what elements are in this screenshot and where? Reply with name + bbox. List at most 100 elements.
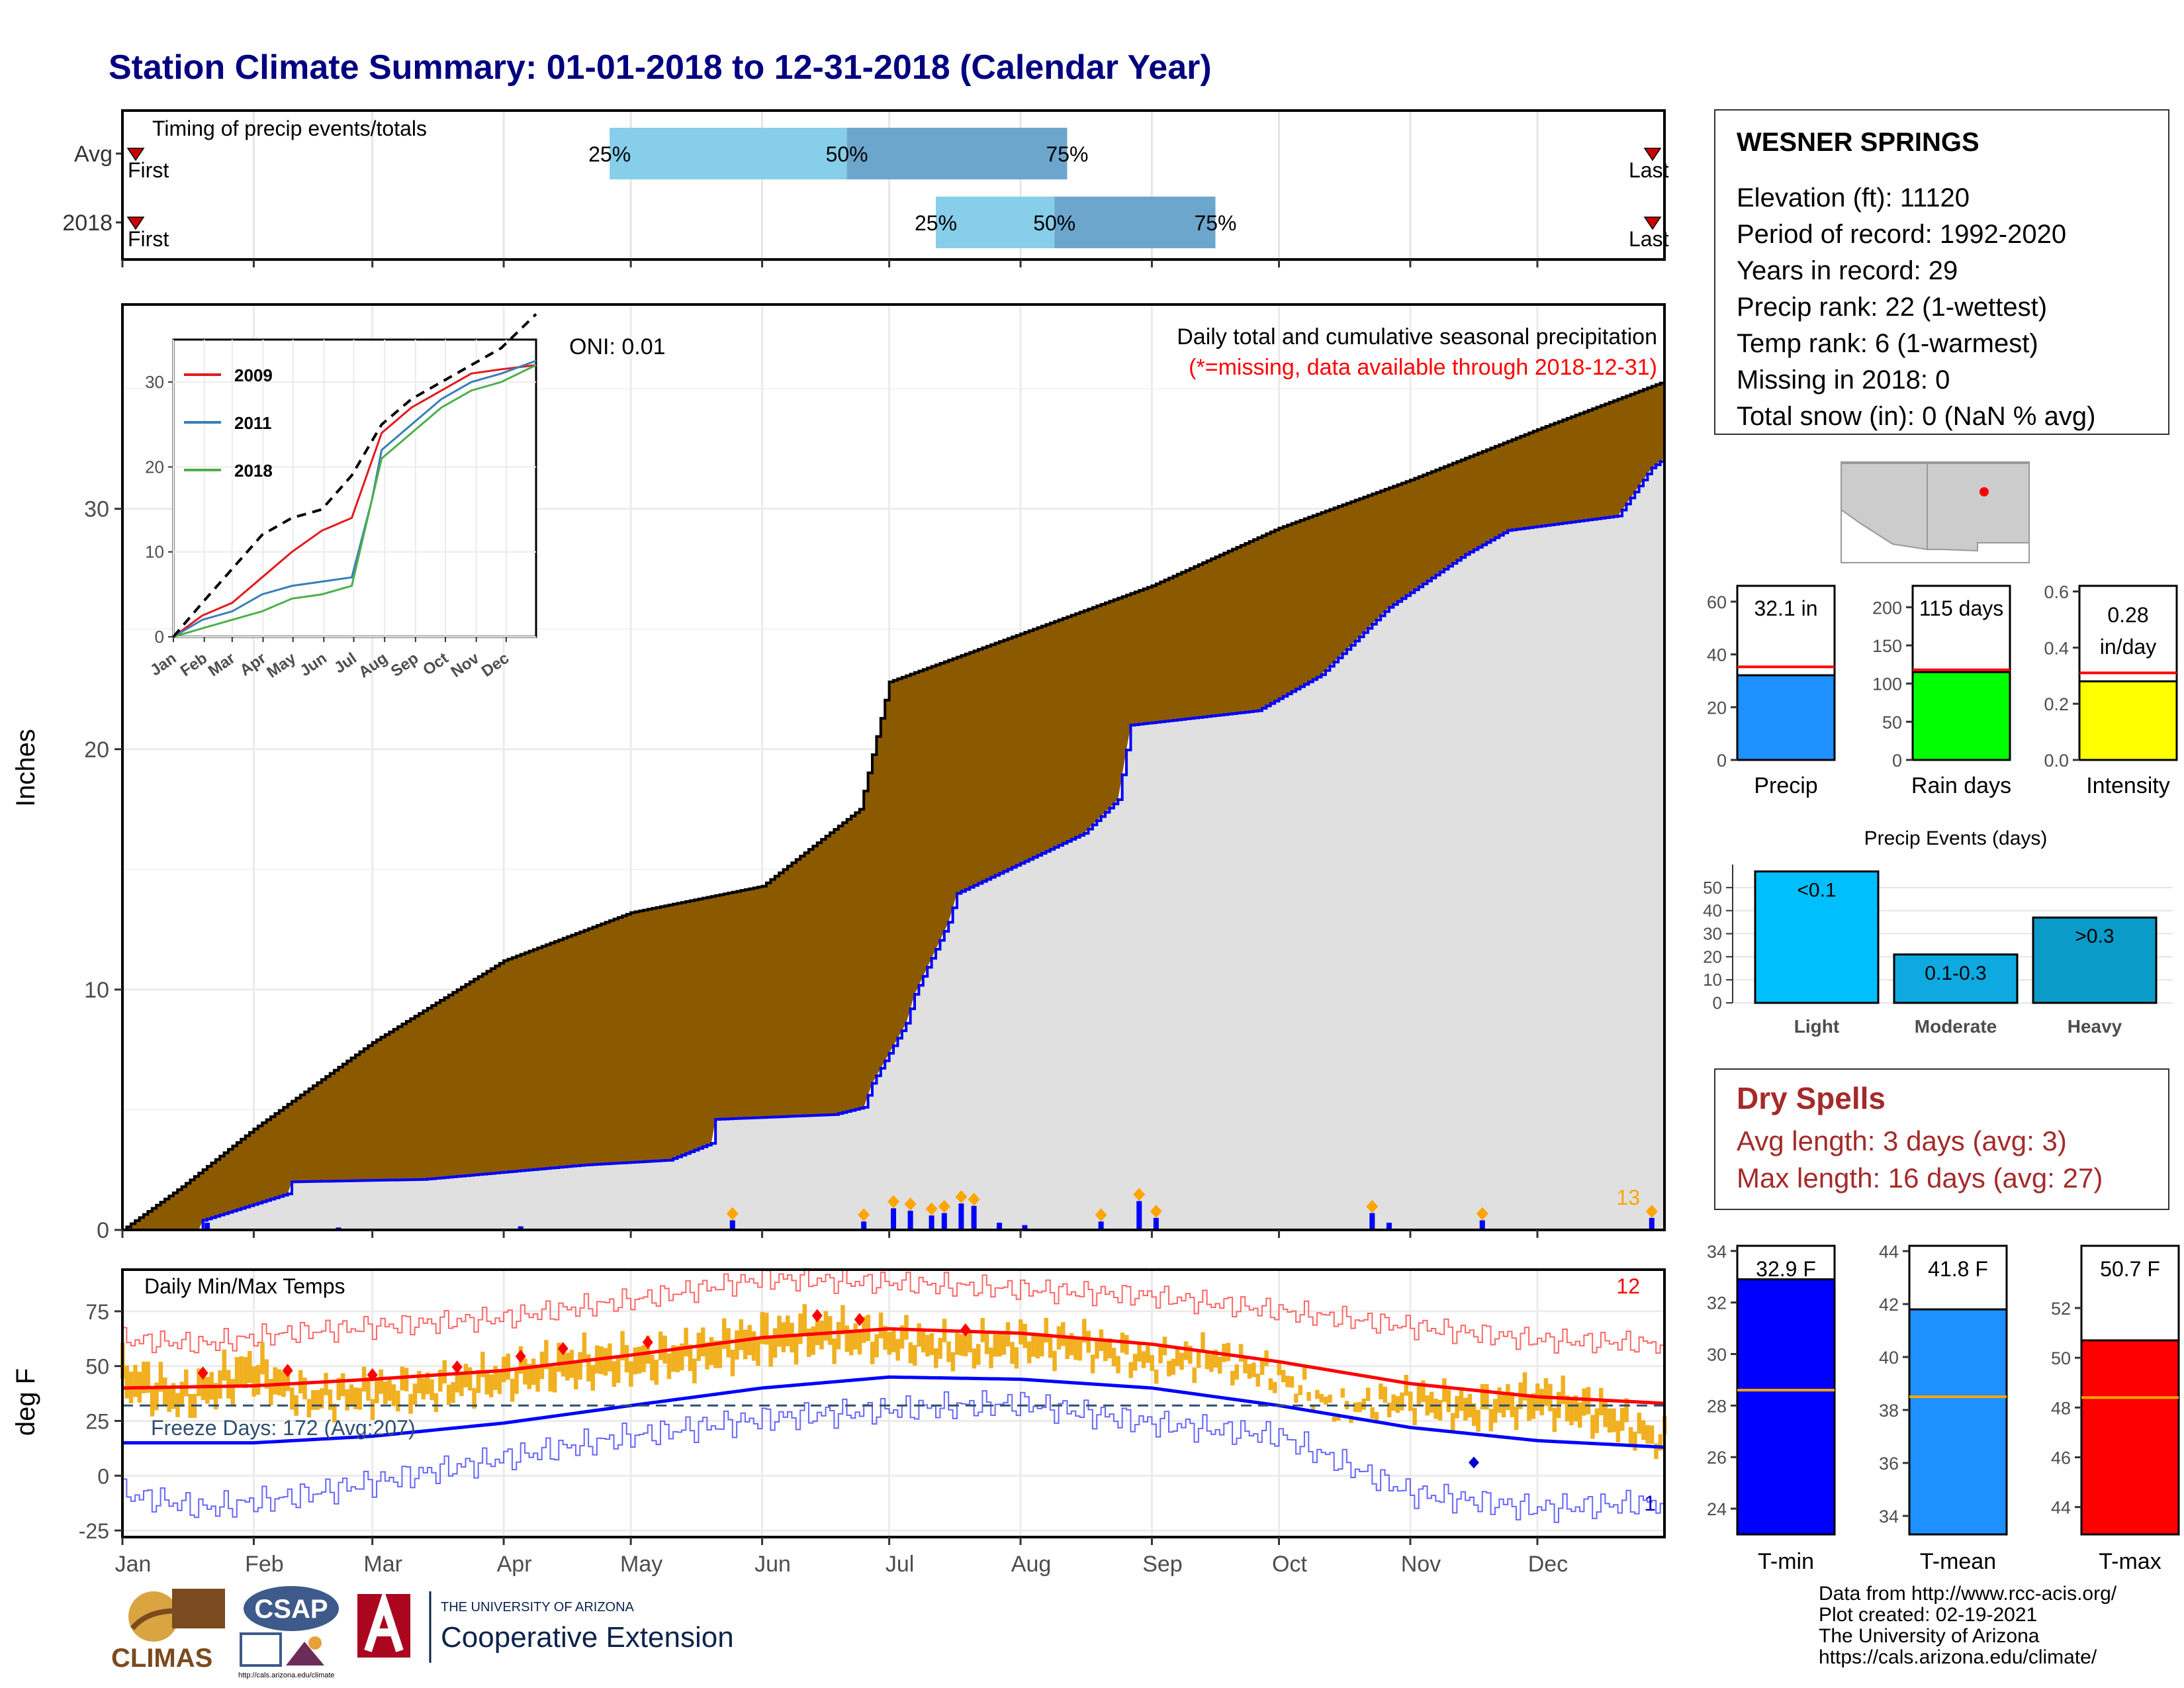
record-high-marker <box>854 1313 865 1327</box>
daily-temp-bar <box>1615 1421 1621 1443</box>
totals-y-tick-label: 0.4 <box>2044 638 2069 658</box>
daily-temp-bar <box>366 1377 371 1401</box>
temp-panel-border <box>121 1268 1666 1538</box>
daily-temp-bar <box>451 1382 455 1403</box>
daily-temp-bar <box>154 1382 159 1411</box>
dry-spells-avg: Avg length: 3 days (avg: 3) <box>1737 1125 2067 1156</box>
daily-precip-bar <box>971 1205 977 1230</box>
csap-text: CSAP <box>254 1595 328 1624</box>
daily-temp-bar <box>1637 1413 1642 1434</box>
daily-temp-bar <box>421 1378 426 1400</box>
daily-temp-bar <box>1192 1367 1197 1383</box>
daily-temp-bar <box>1624 1398 1629 1423</box>
daily-temp-bar <box>430 1379 434 1401</box>
daily-temp-bar <box>357 1387 362 1410</box>
totals-category-label: Intensity <box>2086 773 2170 798</box>
daily-temp-bar <box>340 1373 345 1397</box>
daily-temp-bar <box>167 1385 171 1412</box>
tsummary-y-tick-label: 46 <box>2051 1448 2071 1468</box>
heavy-event-marker <box>938 1199 950 1213</box>
timing-bar-50-75 <box>1054 197 1216 248</box>
footer-credits: Data from http://www.rcc-acis.org/ Plot … <box>1819 1583 2116 1668</box>
daily-temp-bar <box>1336 1415 1341 1421</box>
daily-temp-bar <box>692 1358 697 1383</box>
daily-temp-bar <box>578 1352 582 1380</box>
last-label: Last <box>1629 227 1669 251</box>
daily-temp-bar <box>1446 1389 1451 1413</box>
daily-temp-bar <box>1226 1342 1231 1362</box>
daily-temp-bar <box>1527 1395 1531 1421</box>
tsummary-bar <box>2080 1339 2180 1536</box>
daily-temp-bar <box>484 1371 489 1395</box>
daily-precip-bar <box>1386 1223 1392 1230</box>
daily-temp-bar <box>476 1370 481 1393</box>
daily-temp-bar <box>1086 1331 1091 1353</box>
first-label: First <box>128 158 169 182</box>
daily-temp-bar <box>552 1366 557 1393</box>
daily-temp-bar <box>1061 1322 1066 1346</box>
daily-temp-bar <box>1141 1351 1146 1368</box>
heavy-event-marker <box>1366 1199 1379 1213</box>
daily-temp-bar <box>1026 1341 1032 1364</box>
inset-y-tick-label: 0 <box>155 627 164 647</box>
daily-temp-bar <box>764 1313 769 1345</box>
daily-temp-bar <box>603 1348 608 1376</box>
daily-temp-bar <box>1582 1388 1586 1416</box>
daily-temp-bar <box>790 1323 794 1353</box>
daily-temp-bar <box>1522 1372 1527 1401</box>
station-period: Period of record: 1992-2020 <box>1737 220 2067 249</box>
daily-temp-bar <box>1035 1336 1040 1359</box>
events-y-tick-label: 40 <box>1703 901 1722 921</box>
daily-temp-bar <box>976 1344 981 1365</box>
daily-temp-bar <box>1633 1431 1637 1451</box>
daily-temp-bar <box>1230 1370 1235 1385</box>
heavy-event-marker <box>1095 1208 1107 1222</box>
daily-temp-bar <box>904 1315 909 1340</box>
daily-temp-bar <box>1459 1387 1464 1411</box>
daily-temp-bar <box>1137 1343 1142 1362</box>
daily-temp-bar <box>688 1344 693 1372</box>
daily-temp-bar <box>1052 1350 1057 1372</box>
daily-temp-bar <box>959 1334 964 1356</box>
daily-temp-bar <box>899 1325 905 1349</box>
daily-precip-bar <box>1649 1217 1655 1230</box>
tsummary-category-label: T-min <box>1758 1549 1814 1574</box>
daily-temp-bar <box>641 1344 646 1372</box>
daily-temp-bar <box>654 1359 659 1385</box>
daily-temp-bar <box>133 1364 138 1397</box>
tsummary-value-label: 50.7 F <box>2100 1257 2160 1281</box>
daily-temp-bar <box>1238 1344 1244 1362</box>
daily-temp-bar <box>1213 1349 1218 1368</box>
inset-legend-label: 2011 <box>234 413 271 433</box>
daily-temp-bar <box>950 1352 956 1372</box>
daily-temp-bar <box>1400 1392 1404 1411</box>
daily-temp-bar <box>1082 1319 1087 1343</box>
station-years: Years in record: 29 <box>1737 256 1958 285</box>
daily-temp-bar <box>396 1390 400 1412</box>
ua-line2: Cooperative Extension <box>441 1621 734 1654</box>
daily-temp-bar <box>1404 1375 1409 1396</box>
daily-temp-bar <box>739 1319 744 1350</box>
daily-temp-bar <box>1154 1370 1159 1384</box>
daily-temp-bar <box>1116 1356 1120 1374</box>
daily-temp-bar <box>1259 1360 1265 1375</box>
events-y-tick-label: 30 <box>1703 924 1722 944</box>
page-title: Station Climate Summary: 01-01-2018 to 1… <box>109 48 1212 87</box>
daily-temp-bar <box>442 1360 447 1383</box>
events-bar-label: 0.1-0.3 <box>1925 962 1986 984</box>
daily-temp-bar <box>1124 1335 1129 1355</box>
daily-temp-bar <box>188 1393 193 1418</box>
map-new-mexico <box>1927 463 2030 552</box>
month-tick-label: Aug <box>1011 1552 1052 1577</box>
daily-temp-bar <box>624 1344 629 1373</box>
totals-y-tick-label: 0.0 <box>2044 751 2069 771</box>
daily-temp-bar <box>332 1403 337 1423</box>
temp-y-tick-label: -25 <box>79 1519 109 1543</box>
daily-temp-bar <box>1310 1405 1316 1413</box>
record-high-marker <box>960 1323 971 1337</box>
daily-temp-bar <box>832 1338 837 1364</box>
daily-temp-bar <box>1450 1413 1455 1433</box>
tsummary-y-tick-label: 52 <box>2051 1299 2071 1319</box>
daily-temp-bar <box>142 1361 146 1393</box>
daily-temp-bar <box>827 1316 833 1345</box>
